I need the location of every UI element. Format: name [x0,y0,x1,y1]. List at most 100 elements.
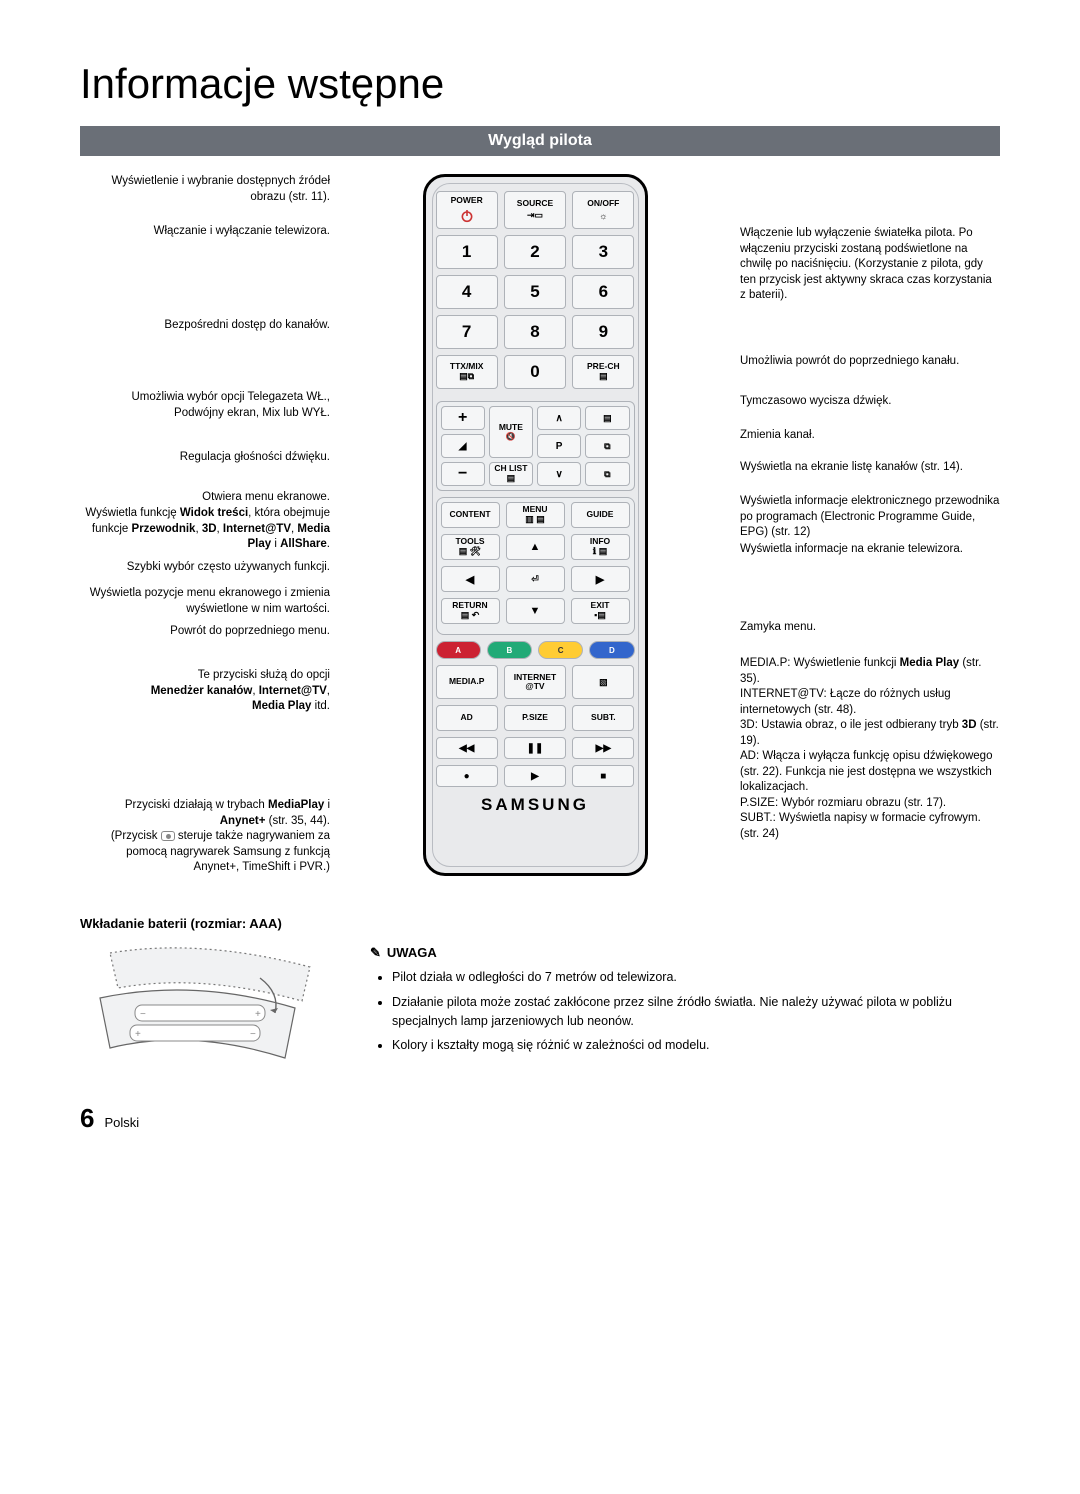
num-6[interactable]: 6 [572,275,634,309]
dpad-up[interactable]: ▲ [506,534,565,560]
pause-button[interactable]: ❚❚ [504,737,566,759]
exit-icon: ▪▤ [594,610,606,621]
callout-dpad: Wyświetla pozycje menu ekranowego i zmie… [80,582,330,618]
menu-button[interactable]: MENU▥ ▤ [506,502,565,528]
internettv-button[interactable]: INTERNET@TV [504,665,566,699]
p-label: P [537,434,581,458]
info-icon: ℹ ▤ [593,546,607,557]
onoff-button[interactable]: ON/OFF ☼ [572,191,634,229]
callout-chlist: Wyświetla na ekranie listę kanałów (str.… [740,446,1000,494]
prech-button[interactable]: PRE-CH▤ [572,355,634,389]
callout-tools: Szybki wybór często używanych funkcji. [80,554,330,582]
callout-prech: Umożliwia powrót do poprzedniego kanału. [740,324,1000,386]
vol-up-button[interactable]: + [441,406,485,430]
ch-up-button[interactable]: ∧ [537,406,581,430]
num-4[interactable]: 4 [436,275,498,309]
play-button[interactable]: ▶ [504,765,566,787]
rewind-button[interactable]: ◀◀ [436,737,498,759]
aux-button-1[interactable]: ▤ [585,406,629,430]
aux-button-2[interactable]: ⧉ [585,434,629,458]
3d-button[interactable]: ▧ [572,665,634,699]
exit-button[interactable]: EXIT▪▤ [571,598,630,624]
subt-button[interactable]: SUBT. [572,705,634,731]
num-0[interactable]: 0 [504,355,566,389]
fastforward-button[interactable]: ▶▶ [572,737,634,759]
callout-exit: Zamyka menu. [740,584,1000,656]
return-button[interactable]: RETURN▤ ↶ [441,598,500,624]
callout-color-buttons: Te przyciski służą do opcji Menedżer kan… [80,668,330,748]
psize-button[interactable]: P.SIZE [504,705,566,731]
num-2[interactable]: 2 [504,235,566,269]
num-5[interactable]: 5 [504,275,566,309]
aux-button-3[interactable]: ⧉ [585,462,629,486]
num-1[interactable]: 1 [436,235,498,269]
color-c-button[interactable]: C [538,641,583,659]
num-8[interactable]: 8 [504,315,566,349]
ad-button[interactable]: AD [436,705,498,731]
color-d-button[interactable]: D [589,641,634,659]
mute-button[interactable]: MUTE🔇 [489,406,533,458]
return-icon: ▤ ↶ [461,610,480,621]
tools-button[interactable]: TOOLS▤ 🛠 [441,534,500,560]
prech-icon: ▤ [599,371,608,382]
record-button[interactable]: ● [436,765,498,787]
vol-icon-button[interactable]: ◢ [441,434,485,458]
enter-icon: ⏎ [531,574,539,585]
tools-icon: ▤ 🛠 [459,546,481,557]
dpad-right[interactable]: ▶ [571,566,630,592]
battery-illustration: − + + − [80,943,340,1073]
volume-channel-cluster: + MUTE🔇 ∧ ▤ ◢ P ⧉ − CH LIST▤ ∨ ⧉ [436,401,635,491]
remote-diagram: Wyświetlenie i wybranie dostępnych źróde… [80,174,1000,876]
info-button[interactable]: INFOℹ ▤ [571,534,630,560]
mediap-button[interactable]: MEDIA.P [436,665,498,699]
menu-icon: ▥ ▤ [525,514,545,525]
num-9[interactable]: 9 [572,315,634,349]
enter-button[interactable]: ⏎ [506,566,565,592]
notes-block: ✎ UWAGA Pilot działa w odległości do 7 m… [370,943,1000,1073]
source-button[interactable]: SOURCE ⇥▭ [504,191,566,229]
color-a-button[interactable]: A [436,641,481,659]
callout-info: Wyświetla informacje na ekranie telewizo… [740,542,1000,584]
vol-down-button[interactable]: − [441,462,485,486]
power-button[interactable]: POWER [436,191,498,229]
svg-text:−: − [140,1009,146,1020]
guide-button[interactable]: GUIDE [571,502,630,528]
callout-menu: Otwiera menu ekranowe. [80,468,330,506]
callout-volume: Regulacja głośności dźwięku. [80,428,330,468]
chlist-button[interactable]: CH LIST▤ [489,462,533,486]
callout-channel: Zmienia kanał. [740,416,1000,446]
num-3[interactable]: 3 [572,235,634,269]
color-buttons-row: A B C D [436,641,635,659]
note-icon: ✎ [370,943,381,963]
source-icon: ⇥▭ [527,210,543,221]
callout-media-group: MEDIA.P: Wyświetlenie funkcji Media Play… [740,656,1000,842]
notes-heading: UWAGA [387,943,437,963]
page-footer: 6 Polski [80,1103,1000,1134]
page-title: Informacje wstępne [80,60,1000,108]
dpad-down[interactable]: ▼ [506,598,565,624]
svg-text:−: − [250,1029,256,1040]
3d-icon: ▧ [599,677,608,688]
callout-playback: Przyciski działają w trybach MediaPlay i… [80,748,330,876]
num-7[interactable]: 7 [436,315,498,349]
svg-text:+: + [135,1029,141,1040]
section-header: Wygląd pilota [80,126,1000,156]
ch-down-button[interactable]: ∨ [537,462,581,486]
dpad-left[interactable]: ◀ [441,566,500,592]
ttx-button[interactable]: TTX/MIX▤⧉ [436,355,498,389]
callout-ttx: Umożliwia wybór opcji Telegazeta WŁ., Po… [80,360,330,428]
callout-source: Wyświetlenie i wybranie dostępnych źróde… [80,174,330,212]
content-button[interactable]: CONTENT [441,502,500,528]
note-item: Działanie pilota może zostać zakłócone p… [392,993,1000,1031]
stop-button[interactable]: ■ [572,765,634,787]
battery-heading: Wkładanie baterii (rozmiar: AAA) [80,916,1000,931]
mute-icon: 🔇 [506,432,516,441]
callout-mute: Tymczasowo wycisza dźwięk. [740,386,1000,416]
brand-logo: SAMSUNG [436,795,635,815]
color-b-button[interactable]: B [487,641,532,659]
svg-text:+: + [255,1009,261,1020]
callout-power: Włączanie i wyłączanie telewizora. [80,212,330,270]
page-language: Polski [104,1115,139,1130]
navigation-cluster: CONTENT MENU▥ ▤ GUIDE TOOLS▤ 🛠 ▲ INFOℹ ▤… [436,497,635,635]
page-number: 6 [80,1103,94,1134]
